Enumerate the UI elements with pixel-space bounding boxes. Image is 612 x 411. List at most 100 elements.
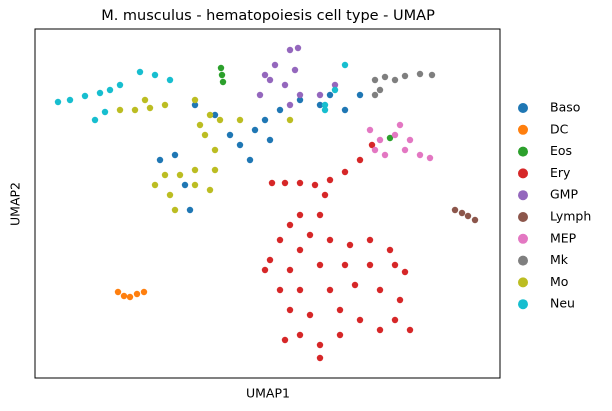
data-point — [376, 286, 384, 294]
data-point — [191, 181, 199, 189]
data-point — [464, 212, 472, 220]
data-point — [371, 76, 379, 84]
data-point — [391, 76, 399, 84]
data-point — [81, 92, 89, 100]
data-point — [281, 336, 289, 344]
data-point — [261, 71, 269, 79]
data-point — [406, 136, 414, 144]
data-point — [126, 293, 134, 301]
legend-marker — [518, 146, 528, 157]
data-point — [191, 96, 199, 104]
data-point — [251, 126, 259, 134]
data-point — [286, 101, 294, 109]
data-point — [336, 331, 344, 339]
data-point — [141, 96, 149, 104]
data-point — [376, 326, 384, 334]
data-point — [281, 179, 289, 187]
chart-title: M. musculus - hematopoiesis cell type - … — [101, 8, 435, 24]
data-point — [217, 64, 225, 72]
legend-label: Mo — [550, 274, 568, 289]
data-point — [266, 76, 274, 84]
data-point — [326, 176, 334, 184]
data-point — [261, 116, 269, 124]
data-point — [211, 166, 219, 174]
data-point — [316, 354, 324, 362]
data-point — [316, 101, 324, 109]
data-point — [166, 191, 174, 199]
data-point — [401, 268, 409, 276]
data-point — [271, 61, 279, 69]
legend-marker — [518, 168, 528, 179]
data-point — [106, 86, 114, 94]
data-point — [376, 86, 384, 94]
legend-label: Neu — [550, 296, 575, 311]
data-point — [116, 106, 124, 114]
data-point — [91, 116, 99, 124]
data-point — [246, 156, 254, 164]
data-point — [391, 261, 399, 269]
data-point — [341, 106, 349, 114]
data-point — [218, 71, 226, 79]
data-point — [219, 78, 227, 86]
data-point — [116, 81, 124, 89]
data-point — [161, 171, 169, 179]
data-point — [296, 286, 304, 294]
data-point — [96, 89, 104, 97]
data-point — [206, 186, 214, 194]
data-point — [276, 286, 284, 294]
legend-marker — [518, 255, 528, 266]
data-point — [211, 146, 219, 154]
data-point — [281, 81, 289, 89]
data-point — [291, 66, 299, 74]
data-point — [181, 181, 189, 189]
data-point — [276, 106, 284, 114]
data-point — [356, 316, 364, 324]
data-point — [366, 236, 374, 244]
data-point — [133, 290, 141, 298]
data-point — [166, 76, 174, 84]
data-point — [196, 121, 204, 129]
legend: Baso DC Eos Ery GMP Lymph MEP Mk Mo Neu — [518, 100, 591, 311]
data-point — [401, 72, 409, 80]
data-point — [371, 91, 379, 99]
data-point — [296, 246, 304, 254]
data-point — [261, 266, 269, 274]
data-point — [321, 106, 329, 114]
data-point — [286, 46, 294, 54]
data-point — [471, 216, 479, 224]
legend-label: Baso — [550, 100, 580, 115]
data-point — [186, 206, 194, 214]
data-point — [331, 86, 339, 94]
legend-label: DC — [550, 121, 569, 136]
data-point — [268, 179, 276, 187]
data-point — [376, 136, 384, 144]
data-point — [326, 91, 334, 99]
legend-marker — [518, 277, 528, 288]
legend-marker — [518, 190, 528, 201]
legend-marker — [518, 124, 528, 135]
data-point — [366, 126, 374, 134]
data-point — [451, 206, 459, 214]
data-point — [216, 116, 224, 124]
data-point — [321, 101, 329, 109]
data-point — [341, 61, 349, 69]
data-point — [336, 306, 344, 314]
data-point — [386, 246, 394, 254]
data-point — [296, 331, 304, 339]
data-point — [296, 211, 304, 219]
data-point — [371, 146, 379, 154]
data-point — [341, 261, 349, 269]
data-point — [326, 236, 334, 244]
data-point — [211, 111, 219, 119]
legend-label: Lymph — [550, 209, 591, 224]
data-point — [351, 281, 359, 289]
data-point — [146, 104, 154, 112]
data-point — [316, 211, 324, 219]
data-point — [316, 261, 324, 269]
data-point — [156, 156, 164, 164]
data-point — [368, 141, 376, 149]
legend-marker — [518, 103, 528, 113]
data-point — [161, 101, 169, 109]
legend-label: GMP — [550, 187, 578, 202]
